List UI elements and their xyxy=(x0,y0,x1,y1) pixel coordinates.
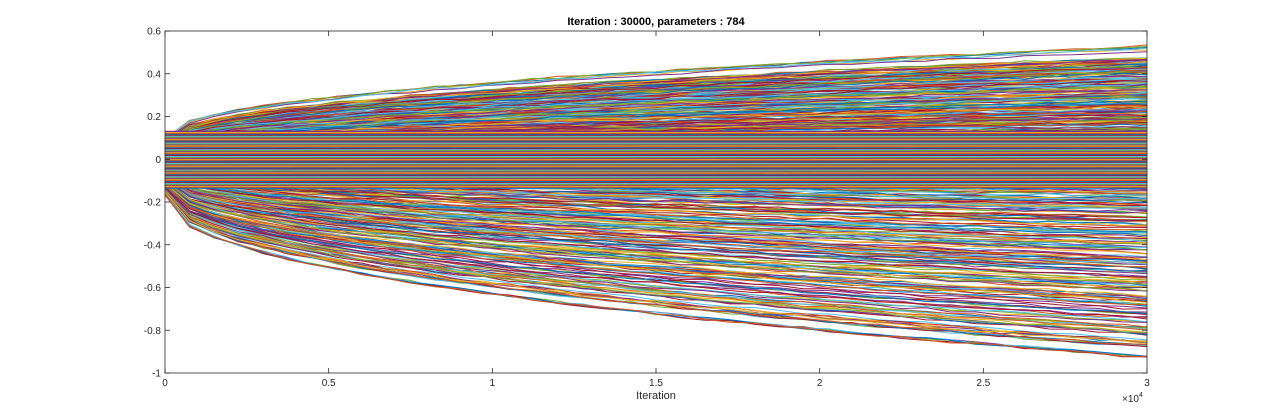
x-tick-label: 3 xyxy=(1144,378,1150,389)
series-line xyxy=(164,182,1148,292)
series-line xyxy=(164,185,1148,306)
series-line xyxy=(164,186,1148,316)
series-line xyxy=(164,188,1148,323)
series-line xyxy=(164,92,1148,148)
y-tick-label: -0.4 xyxy=(144,240,162,251)
series-line xyxy=(164,89,1148,148)
series-line xyxy=(164,174,1148,248)
series-line xyxy=(164,174,1148,245)
series-line xyxy=(164,169,1148,219)
series-line xyxy=(164,194,1148,357)
series-line xyxy=(164,190,1148,334)
y-tick-label: 0.4 xyxy=(147,69,161,80)
y-tick-label: 0 xyxy=(155,155,161,166)
series-line xyxy=(164,169,1148,222)
series-line xyxy=(164,67,1148,144)
series-line xyxy=(164,86,1148,147)
series-line xyxy=(164,47,1148,140)
series-line xyxy=(164,82,1148,147)
x-tick-label: 1 xyxy=(490,378,496,389)
series-line xyxy=(164,179,1148,272)
series-line xyxy=(164,176,1148,258)
series-line xyxy=(164,73,1148,145)
series-line xyxy=(164,170,1148,227)
x-tick-label: 2.5 xyxy=(976,378,990,389)
x-tick-label: 1.5 xyxy=(649,378,663,389)
series-line xyxy=(164,170,1148,227)
series-line xyxy=(164,181,1148,288)
y-tick-label: 0.6 xyxy=(147,27,161,38)
series-line xyxy=(164,187,1148,320)
axes-layer: 0 0.5 1 1.5 2 2.5 3 0.6 0.4 0.2 0 -0.2 -0.4 -0.6 -0.8 -… xyxy=(144,27,1150,390)
series-line xyxy=(164,191,1148,342)
series-line xyxy=(164,172,1148,237)
series-line xyxy=(164,168,1148,214)
x-tick-label: 2 xyxy=(817,378,823,389)
series-line xyxy=(164,184,1148,303)
series-line xyxy=(164,178,1148,268)
chart-title: Iteration : 30000, parameters : 784 xyxy=(567,16,745,28)
series-line xyxy=(164,96,1148,149)
series-line xyxy=(164,174,1148,251)
y-tick-label: -1 xyxy=(152,369,161,380)
y-tick-label: -0.8 xyxy=(144,326,162,337)
series-line xyxy=(164,173,1148,243)
x-axis-exponent-base: ×10 xyxy=(1122,394,1139,405)
series-line xyxy=(164,180,1148,278)
x-tick-label: 0.5 xyxy=(322,378,336,389)
series-line xyxy=(164,175,1148,251)
series-layer xyxy=(164,44,1148,358)
series-line xyxy=(164,103,1148,150)
series-line xyxy=(164,186,1148,313)
series-line xyxy=(164,181,1148,284)
series-line xyxy=(164,191,1148,345)
series-line xyxy=(164,98,1148,149)
x-tick-label: 0 xyxy=(162,378,168,389)
x-axis-title: Iteration xyxy=(636,390,676,402)
series-line xyxy=(164,181,1148,288)
series-line xyxy=(164,58,1148,142)
series-line xyxy=(164,183,1148,297)
series-line xyxy=(164,192,1148,345)
series-line xyxy=(164,177,1148,265)
series-line xyxy=(164,172,1148,240)
series-line xyxy=(164,191,1148,341)
y-tick-label: -0.2 xyxy=(144,198,162,209)
series-line xyxy=(164,186,1148,315)
y-tick-label: -0.6 xyxy=(144,283,162,294)
y-tick-label: 0.2 xyxy=(147,112,161,123)
x-axis-exponent-power: 4 xyxy=(1139,392,1143,399)
series-line xyxy=(164,171,1148,231)
x-axis-exponent-label: ×104 xyxy=(1122,392,1143,405)
